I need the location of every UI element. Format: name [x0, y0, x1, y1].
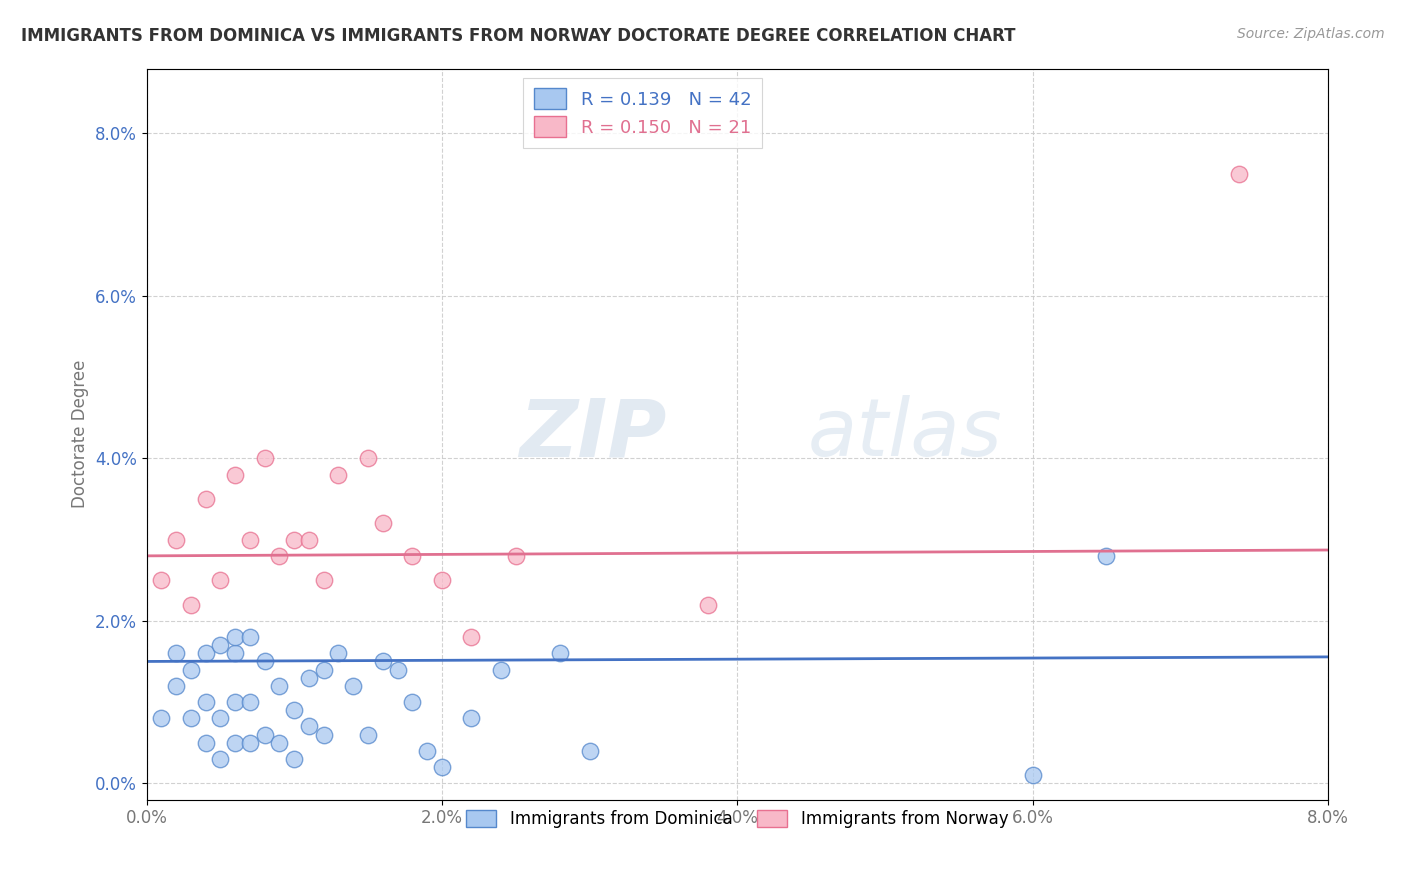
Point: [194, 736, 217, 750]
Point: [180, 598, 202, 612]
Point: [401, 549, 423, 563]
Point: [239, 630, 262, 644]
Point: [283, 533, 305, 547]
Point: [430, 760, 453, 774]
Point: [357, 727, 380, 741]
Text: IMMIGRANTS FROM DOMINICA VS IMMIGRANTS FROM NORWAY DOCTORATE DEGREE CORRELATION : IMMIGRANTS FROM DOMINICA VS IMMIGRANTS F…: [21, 27, 1015, 45]
Point: [489, 663, 512, 677]
Point: [150, 711, 173, 725]
Point: [269, 679, 291, 693]
Point: [312, 663, 335, 677]
Point: [224, 736, 246, 750]
Point: [224, 695, 246, 709]
Point: [283, 752, 305, 766]
Point: [180, 711, 202, 725]
Point: [224, 646, 246, 660]
Point: [460, 711, 482, 725]
Point: [1021, 768, 1043, 782]
Point: [387, 663, 409, 677]
Point: [253, 451, 276, 466]
Point: [209, 752, 232, 766]
Point: [224, 467, 246, 482]
Point: [209, 573, 232, 587]
Point: [239, 533, 262, 547]
Point: [1227, 167, 1250, 181]
Point: [239, 736, 262, 750]
Point: [548, 646, 571, 660]
Point: [209, 711, 232, 725]
Point: [239, 695, 262, 709]
Point: [578, 744, 600, 758]
Text: atlas: atlas: [808, 395, 1002, 473]
Point: [269, 549, 291, 563]
Point: [298, 533, 321, 547]
Legend: Immigrants from Dominica, Immigrants from Norway: Immigrants from Dominica, Immigrants fro…: [460, 804, 1015, 835]
Point: [194, 695, 217, 709]
Point: [253, 655, 276, 669]
Point: [209, 638, 232, 652]
Y-axis label: Doctorate Degree: Doctorate Degree: [72, 359, 89, 508]
Point: [224, 630, 246, 644]
Point: [371, 655, 394, 669]
Point: [696, 598, 718, 612]
Point: [150, 573, 173, 587]
Point: [180, 663, 202, 677]
Point: [328, 646, 350, 660]
Point: [165, 533, 187, 547]
Point: [328, 467, 350, 482]
Text: Source: ZipAtlas.com: Source: ZipAtlas.com: [1237, 27, 1385, 41]
Text: ZIP: ZIP: [519, 395, 666, 473]
Point: [371, 516, 394, 531]
Point: [312, 727, 335, 741]
Point: [416, 744, 439, 758]
Point: [298, 671, 321, 685]
Point: [194, 491, 217, 506]
Point: [1095, 549, 1118, 563]
Point: [505, 549, 527, 563]
Point: [312, 573, 335, 587]
Point: [165, 679, 187, 693]
Point: [460, 630, 482, 644]
Point: [253, 727, 276, 741]
Point: [298, 719, 321, 733]
Point: [401, 695, 423, 709]
Point: [430, 573, 453, 587]
Point: [357, 451, 380, 466]
Point: [194, 646, 217, 660]
Point: [269, 736, 291, 750]
Point: [342, 679, 364, 693]
Point: [165, 646, 187, 660]
Point: [283, 703, 305, 717]
